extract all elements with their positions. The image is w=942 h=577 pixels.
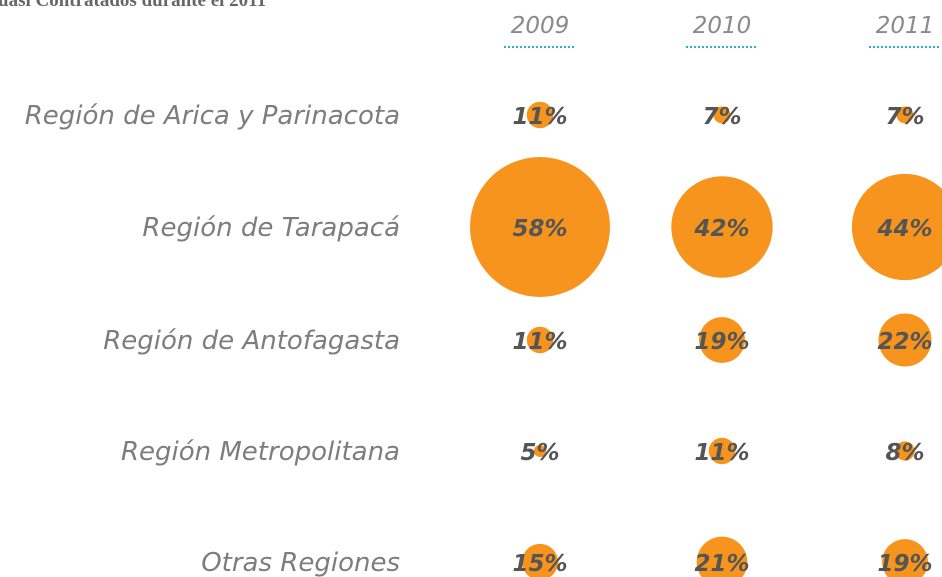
- row-label: Región de Tarapacá: [142, 213, 400, 243]
- value-label: 15%: [512, 551, 567, 577]
- bubble: [882, 539, 928, 577]
- bubble: [896, 106, 914, 124]
- column-label: 2009: [511, 13, 570, 39]
- bubble: [708, 437, 736, 465]
- column-label: 2011: [876, 13, 935, 39]
- value-label: 58%: [512, 216, 567, 242]
- value-label: 42%: [693, 216, 749, 242]
- row-label: Región de Arica y Parinacota: [25, 101, 400, 131]
- chart-title: uasi Contratados durante el 2011: [0, 0, 266, 11]
- bubble: [696, 536, 748, 577]
- value-label: 7%: [885, 104, 924, 130]
- value-label: 21%: [694, 551, 749, 577]
- value-label: 19%: [877, 551, 932, 577]
- bubble: [671, 176, 773, 278]
- bubble: [533, 444, 547, 458]
- value-label: 22%: [877, 329, 932, 355]
- value-label: 11%: [512, 104, 567, 130]
- bubble: [713, 106, 731, 124]
- value-label: 11%: [512, 329, 567, 355]
- value-label: 44%: [876, 216, 932, 242]
- value-label: 19%: [694, 329, 749, 355]
- value-label: 7%: [702, 104, 741, 130]
- row-label: Región de Antofagasta: [103, 326, 400, 356]
- bubble: [699, 317, 745, 363]
- bubble: [895, 441, 915, 461]
- column-label: 2010: [693, 13, 752, 39]
- value-label: 8%: [885, 440, 924, 466]
- row-label: Región Metropolitana: [121, 437, 400, 467]
- bubble: [851, 173, 942, 281]
- bubble: [878, 313, 932, 367]
- row-label: Otras Regiones: [201, 548, 400, 577]
- bubble: [521, 543, 559, 577]
- bubble: [470, 157, 610, 297]
- bubble: [526, 326, 554, 354]
- bubble: [526, 101, 554, 129]
- value-label: 5%: [520, 440, 559, 466]
- value-label: 11%: [694, 440, 749, 466]
